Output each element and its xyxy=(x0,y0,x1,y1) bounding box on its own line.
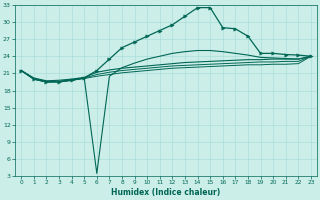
X-axis label: Humidex (Indice chaleur): Humidex (Indice chaleur) xyxy=(111,188,221,197)
